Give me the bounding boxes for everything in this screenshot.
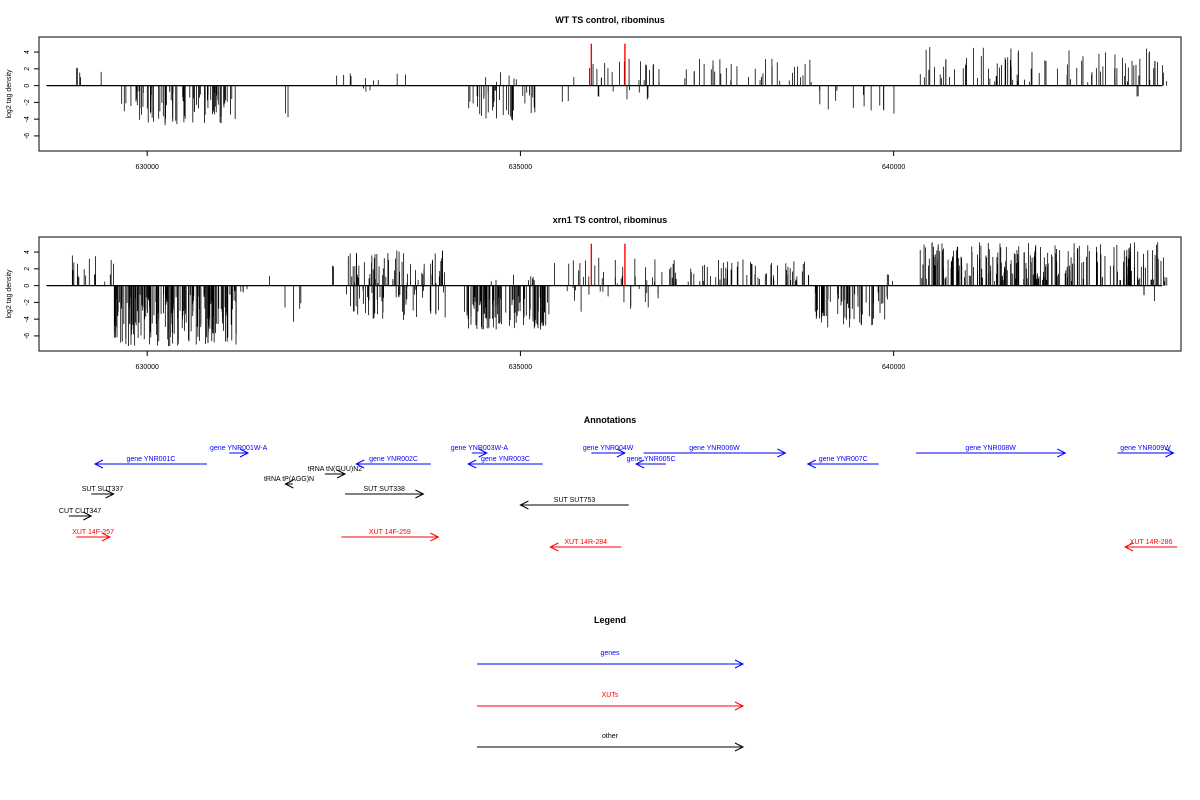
feature-arrow	[591, 448, 627, 458]
feature-label: gene YNR001C	[127, 456, 176, 463]
xrn1-bars	[71, 242, 1168, 347]
wt-ytick-label: -6	[24, 133, 31, 139]
xrn1-ytick-label: -2	[24, 299, 31, 305]
xrn1-plot-frame	[38, 236, 1182, 352]
xrn1-ytick-label: 0	[24, 284, 31, 288]
wt-ytick-label: 4	[24, 50, 31, 54]
xrn1-y-axis: -6 -4 -2 0 2 4	[24, 250, 39, 339]
xrn1-track-title: xrn1 TS control, ribominus	[553, 215, 668, 225]
wt-xtick-label: 630000	[136, 164, 159, 171]
wt-ytick-label: 0	[24, 84, 31, 88]
feature-label: gene YNR002C	[369, 456, 418, 463]
feature-arrow	[471, 448, 488, 458]
feature-label: gene YNR006W	[689, 445, 740, 452]
feature-label: SUT SUT338	[363, 486, 405, 493]
xrn1-ytick-label: -4	[24, 316, 31, 322]
legend-panel: Legend genes XUTs other	[477, 615, 745, 752]
wt-track-ylabel: log2 tag density	[6, 69, 13, 119]
feature-label: XUT 14F-257	[72, 529, 114, 536]
feature-label: XUT 14F-259	[369, 529, 411, 536]
feature-label: SUT SUT337	[82, 486, 124, 493]
feature-arrow	[76, 532, 112, 542]
xrn1-x-axis: 630000 635000 640000	[136, 351, 905, 371]
feature-label: tRNA tN(GUU)N2	[308, 466, 363, 473]
xrn1-track-panel: xrn1 TS control, ribominus log2 tag dens…	[6, 215, 1182, 371]
feature-label: SUT SUT753	[554, 497, 596, 504]
feature-label: gene YNR001W-A	[210, 445, 268, 452]
xrn1-ytick-label: 4	[24, 250, 31, 254]
xrn1-xtick-label: 640000	[882, 364, 905, 371]
wt-ytick-label: 2	[24, 67, 31, 71]
wt-xtick-label: 640000	[882, 164, 905, 171]
feature-label: gene YNR007C	[819, 456, 868, 463]
feature-arrow	[229, 448, 250, 458]
wt-track-title: WT TS control, ribominus	[555, 15, 665, 25]
feature-arrow	[549, 542, 622, 552]
feature-arrow	[1123, 542, 1178, 552]
wt-x-axis: 630000 635000 640000	[136, 151, 905, 171]
legend-items: genes XUTs other	[477, 650, 745, 752]
annotation-features: gene YNR001C gene YNR001W-A tRNA tN(GUU)N2…	[59, 445, 1178, 552]
legend-label: genes	[600, 650, 620, 657]
feature-label: gene YNR003W-A	[451, 445, 509, 452]
wt-ytick-label: -2	[24, 99, 31, 105]
feature-label: CUT CUT347	[59, 508, 101, 515]
legend-arrow-genes	[477, 659, 745, 669]
feature-arrow	[806, 459, 879, 469]
legend-label: XUTs	[602, 692, 619, 699]
legend-arrow-xuts	[477, 701, 745, 711]
wt-track-panel: WT TS control, ribominus log2 tag densit…	[6, 15, 1182, 171]
feature-arrow	[91, 489, 115, 499]
feature-label: gene YNR005C	[627, 456, 676, 463]
feature-arrow	[916, 448, 1067, 458]
feature-label: tRNA tP(AGG)N	[264, 476, 314, 483]
feature-arrow	[324, 469, 347, 479]
wt-bars	[76, 43, 1168, 126]
wt-xtick-label: 635000	[509, 164, 532, 171]
xrn1-track-ylabel: log2 tag density	[6, 269, 13, 319]
feature-label: XUT 14R-286	[1130, 539, 1173, 546]
xrn1-xtick-label: 630000	[136, 364, 159, 371]
feature-arrow	[519, 500, 629, 510]
wt-y-axis: -6 -4 -2 0 2 4	[24, 50, 39, 139]
feature-arrow	[68, 511, 93, 521]
feature-arrow	[345, 489, 425, 499]
legend-arrow-other	[477, 742, 745, 752]
feature-arrow	[635, 459, 666, 469]
annotations-title: Annotations	[584, 415, 637, 425]
wt-ytick-label: -4	[24, 116, 31, 122]
feature-label: gene YNR004W	[583, 445, 634, 452]
legend-label: other	[602, 733, 619, 740]
feature-arrow	[284, 479, 294, 489]
feature-label: gene YNR003C	[481, 456, 530, 463]
feature-label: gene YNR009W	[1120, 445, 1171, 452]
feature-arrow	[93, 459, 207, 469]
annotations-panel: Annotations gene YNR001C gene YNR001W-A tR…	[59, 415, 1178, 552]
wt-plot-frame	[38, 36, 1182, 152]
xrn1-ytick-label: -6	[24, 333, 31, 339]
feature-label: gene YNR008W	[965, 445, 1016, 452]
xrn1-ytick-label: 2	[24, 267, 31, 271]
feature-arrow	[643, 448, 787, 458]
feature-label: XUT 14R-284	[564, 539, 607, 546]
feature-arrow	[467, 459, 543, 469]
xrn1-xtick-label: 635000	[509, 364, 532, 371]
feature-arrow	[341, 532, 440, 542]
feature-arrow	[355, 459, 431, 469]
legend-title: Legend	[594, 615, 626, 625]
feature-arrow	[1117, 448, 1175, 458]
